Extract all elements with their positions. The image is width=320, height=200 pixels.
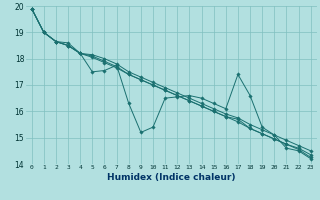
X-axis label: Humidex (Indice chaleur): Humidex (Indice chaleur) [107,173,236,182]
